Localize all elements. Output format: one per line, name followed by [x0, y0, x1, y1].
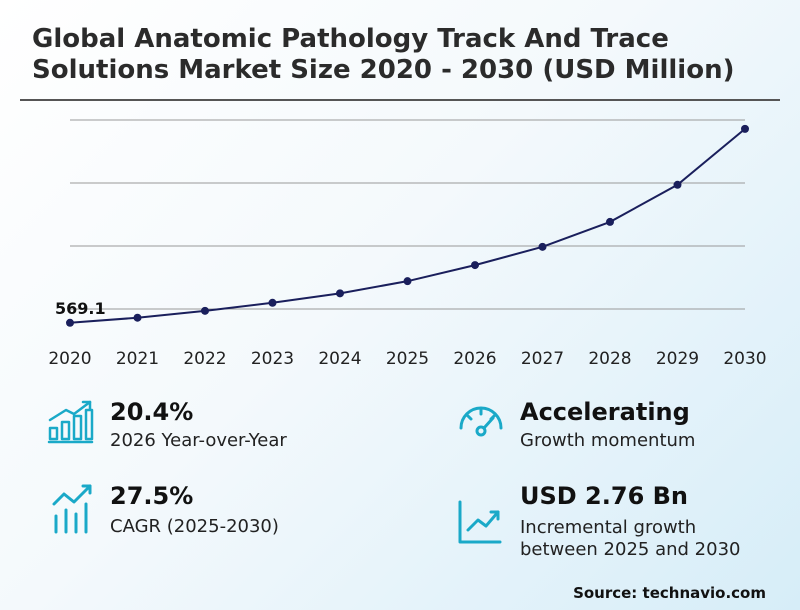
x-tick-label: 2027: [521, 349, 564, 369]
stat-incremental-desc-line2: between 2025 and 2030: [520, 539, 741, 560]
x-tick-label: 2029: [656, 349, 699, 369]
x-tick-label: 2022: [183, 349, 226, 369]
growth-trend-icon: [52, 484, 92, 534]
chart-title: Global Anatomic Pathology Track And Trac…: [32, 24, 735, 85]
x-tick-label: 2026: [453, 349, 496, 369]
line-chart-up-icon: [458, 500, 502, 544]
data-point-2029: [673, 180, 682, 189]
line-chart: 2020 2021 2022 2023 2024 2025 2026 2027 2028 2029…: [48, 119, 767, 369]
gauge-icon: [459, 406, 503, 437]
data-point-2024: [336, 289, 344, 298]
x-tick-label: 2030: [723, 349, 766, 369]
data-label: 569.1: [55, 299, 106, 318]
data-point-2020: [66, 318, 74, 327]
data-point-2027: [538, 242, 547, 251]
stat-cagr-desc: CAGR (2025-2030): [110, 516, 279, 537]
stat-cagr: 27.5% CAGR (2025-2030): [50, 482, 390, 542]
data-point-2023: [268, 298, 277, 307]
stat-cagr-value: 27.5%: [110, 482, 194, 510]
data-point-2026: [471, 261, 479, 270]
x-tick-label: 2024: [318, 349, 361, 369]
stat-incremental: USD 2.76 Bn Incremental growth between 2…: [456, 482, 776, 562]
x-tick-label: 2020: [48, 349, 91, 369]
x-tick-label: 2023: [251, 349, 294, 369]
stat-yoy-desc: 2026 Year-over-Year: [110, 430, 287, 451]
stat-incremental-desc-line1: Incremental growth: [520, 517, 697, 538]
stat-incremental-value: USD 2.76 Bn: [520, 482, 688, 510]
x-tick-label: 2028: [588, 349, 631, 369]
data-point-2030: [741, 124, 749, 133]
stat-momentum-desc: Growth momentum: [520, 430, 696, 451]
bar-chart-growth-icon: [47, 400, 94, 444]
data-point-2028: [606, 217, 614, 226]
x-tick-label: 2021: [116, 349, 159, 369]
stat-momentum-value: Accelerating: [520, 398, 690, 426]
source-credit: Source: technavio.com: [573, 584, 766, 602]
stat-yoy-value: 20.4%: [110, 398, 194, 426]
stat-momentum: Accelerating Growth momentum: [456, 398, 776, 458]
data-point-2025: [403, 277, 412, 286]
title-divider: [20, 99, 780, 101]
stat-yoy: 20.4% 2026 Year-over-Year: [46, 398, 386, 458]
series-line: [69, 128, 746, 324]
x-tick-label: 2025: [386, 349, 429, 369]
data-point-2022: [201, 306, 209, 315]
data-point-2021: [133, 313, 142, 322]
